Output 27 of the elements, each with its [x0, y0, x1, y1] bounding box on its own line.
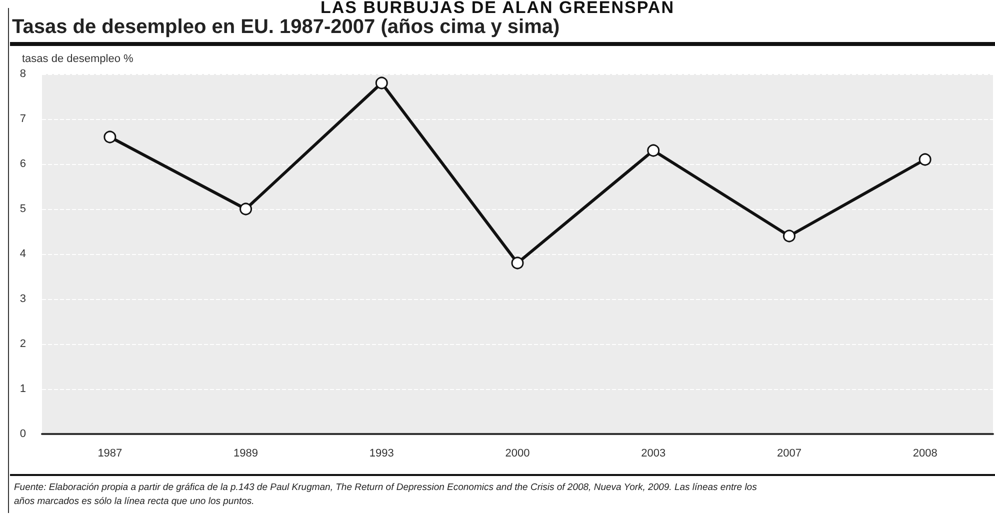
point [782, 230, 796, 242]
source-note: Fuente: Elaboración propia a partir de gráfica de la p.143 de Paul Krugman, The Return of Depression Economics and the Crisis of 2008, Nueva York, 2009. Las líneas entre los años marcados es sólo la línea recta que uno los puntos. [14, 481, 758, 509]
y-tick-label: 0 [20, 428, 26, 440]
chart-title: Tasas de desempleo en EU. 1987-2007 (años cima y sima) [12, 16, 560, 39]
x-tick-label: 1993 [369, 448, 394, 460]
y-tick-label: 3 [20, 293, 26, 305]
y-tick-label: 7 [20, 113, 26, 125]
x-tick-label: 2007 [776, 448, 802, 460]
point [647, 144, 660, 157]
point [375, 76, 388, 90]
x-tick-label: 2008 [912, 448, 938, 460]
x-tick-label: 2003 [641, 448, 666, 460]
y-axis-title: tasas de desempleo % [22, 53, 134, 65]
x-tick-label: 1989 [234, 448, 258, 460]
x-tick-label: 1987 [98, 448, 122, 460]
y-tick-label: 2 [20, 338, 26, 350]
y-tick-label: 4 [20, 248, 26, 260]
text: LAS BURBUJAS DE ALAN GREENSPAN [320, 0, 676, 18]
point [104, 130, 116, 144]
x-tick-label: 2000 [505, 448, 530, 460]
y-tick-label: 6 [20, 158, 26, 170]
y-tick-label: 5 [20, 203, 26, 215]
y-tick-label: 1 [20, 383, 26, 395]
point [511, 256, 524, 270]
y-tick-label: 8 [20, 68, 26, 80]
point [918, 153, 932, 166]
point [240, 202, 252, 216]
